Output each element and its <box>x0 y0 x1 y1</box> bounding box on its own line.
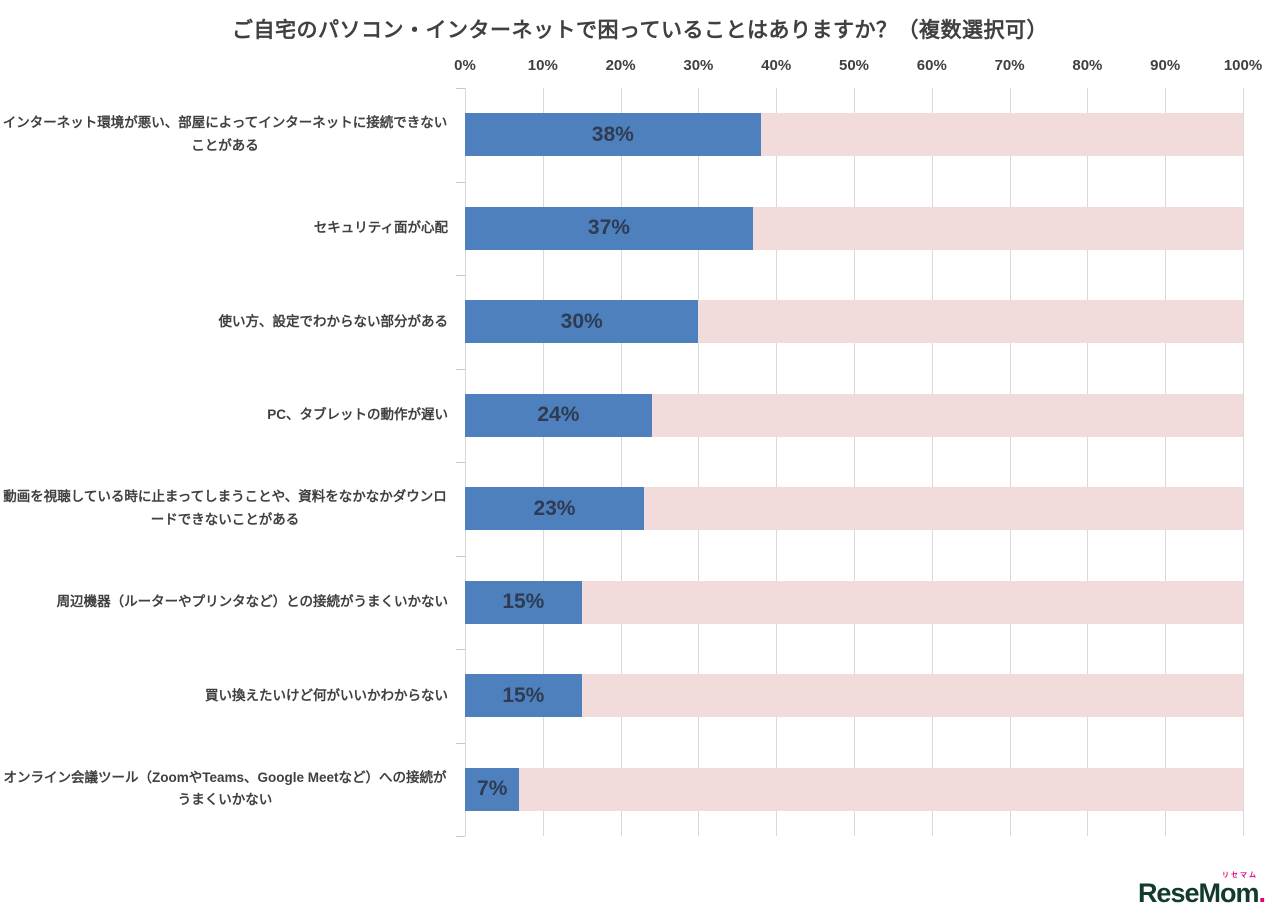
category-label-cell: 買い換えたいけど何がいいかわからない <box>0 649 456 743</box>
gridline <box>854 88 855 836</box>
category-label: インターネット環境が悪い、部屋によってインターネットに接続できないことがある <box>2 115 448 153</box>
logo-kana-text: リセマム <box>1222 872 1258 879</box>
x-axis-label: 0% <box>454 57 476 74</box>
bar-row: 38% <box>465 88 1243 182</box>
value-label: 24% <box>537 403 580 427</box>
value-label: 7% <box>477 777 508 801</box>
bar <box>465 487 644 531</box>
bar-track: 7% <box>465 767 1243 811</box>
bar-row: 7% <box>465 743 1243 837</box>
axis-tick <box>456 368 465 370</box>
bar-row: 23% <box>465 462 1243 556</box>
axis-tick <box>456 649 465 650</box>
bar <box>465 206 753 250</box>
x-axis-label: 80% <box>1072 57 1103 74</box>
value-label: 15% <box>502 590 545 614</box>
bar-row: 24% <box>465 369 1243 463</box>
bar-row: 15% <box>465 649 1243 743</box>
x-axis-label: 90% <box>1150 57 1181 74</box>
gridline <box>1087 88 1089 836</box>
axis-tick <box>456 555 465 557</box>
x-axis-label: 100% <box>1223 57 1263 74</box>
category-label: PC、タブレットの動作が遅い <box>267 407 448 423</box>
bar-track: 24% <box>465 393 1243 437</box>
category-label: 周辺機器（ルーターやプリンタなど）との接続がうまくいかない <box>56 594 448 610</box>
x-axis-label: 70% <box>994 57 1025 74</box>
x-axis-label: 10% <box>527 57 558 74</box>
x-axis-label: 60% <box>916 57 947 74</box>
bar <box>465 580 582 624</box>
bar-track: 38% <box>465 113 1243 157</box>
bar-track: 30% <box>465 300 1243 344</box>
bar <box>465 300 699 344</box>
gridline <box>1009 88 1011 836</box>
category-label-cell: インターネット環境が悪い、部屋によってインターネットに接続できないことがある <box>0 88 456 182</box>
x-axis-label: 50% <box>838 57 870 74</box>
bar <box>465 767 520 811</box>
category-label-cell: セキュリティ面が心配 <box>0 182 456 276</box>
category-label-cell: PC、タブレットの動作が遅い <box>0 369 456 463</box>
bar-row: 15% <box>465 556 1243 650</box>
value-label: 38% <box>591 122 634 146</box>
category-label: 買い換えたいけど何がいいかわからない <box>205 687 448 703</box>
resemom-logo: リセマム ReseMom. <box>1138 872 1266 907</box>
gridline <box>1165 88 1167 836</box>
category-label: セキュリティ面が心配 <box>313 220 448 236</box>
gridline <box>1243 88 1244 836</box>
category-label-cell: オンライン会議ツール（ZoomやTeams、Google Meetなど）への接続… <box>0 743 456 837</box>
category-label-cell: 動画を視聴している時に止まってしまうことや、資料をなかなかダウンロードできないこ… <box>0 462 456 556</box>
bar-track: 15% <box>465 580 1243 624</box>
axis-tick <box>456 275 465 276</box>
plot-area: 38% 37% 30% 24% 23% 15% 15% 7% <box>456 88 1244 837</box>
axis-tick <box>456 836 465 837</box>
gridline <box>698 88 700 836</box>
x-axis-label: 30% <box>683 57 714 74</box>
category-label: 動画を視聴している時に止まってしまうことや、資料をなかなかダウンロードできないこ… <box>3 489 447 527</box>
category-label-cell: 周辺機器（ルーターやプリンタなど）との接続がうまくいかない <box>0 556 456 650</box>
bar-row: 37% <box>465 182 1243 276</box>
value-label: 23% <box>533 496 576 520</box>
value-label: 15% <box>502 683 545 707</box>
logo-wordmark: ReseMom <box>1137 878 1260 908</box>
axis-tick <box>456 88 465 89</box>
logo-dot: . <box>1258 878 1266 908</box>
bar-row: 30% <box>465 275 1243 369</box>
axis-tick <box>456 181 465 183</box>
category-labels: インターネット環境が悪い、部屋によってインターネットに接続できないことがあるセキ… <box>0 88 456 836</box>
bar-rows: 38% 37% 30% 24% 23% 15% 15% 7% <box>465 88 1243 836</box>
bar <box>465 393 652 437</box>
category-label: 使い方、設定でわからない部分がある <box>218 313 449 329</box>
gridline <box>620 88 622 836</box>
x-axis-label: 20% <box>605 57 636 74</box>
x-axis-label: 40% <box>761 57 792 74</box>
category-label: オンライン会議ツール（ZoomやTeams、Google Meetなど）への接続… <box>3 769 447 808</box>
bar <box>465 113 761 157</box>
gridline <box>465 88 466 836</box>
axis-tick <box>456 742 465 744</box>
bar-track: 15% <box>465 674 1243 718</box>
gridline <box>776 88 778 836</box>
x-axis-labels: 0% 10% 20% 30% 40% 50% 60% 70% 80% 90% 100% <box>454 57 1262 79</box>
bar <box>465 674 582 718</box>
bar-track: 23% <box>465 487 1243 531</box>
category-label-cell: 使い方、設定でわからない部分がある <box>0 275 456 369</box>
axis-tick <box>456 462 465 463</box>
chart-title: ご自宅のパソコン・インターネットで困っていることはありますか？（複数選択可） <box>232 19 1048 42</box>
gridline <box>931 88 933 836</box>
value-label: 37% <box>587 216 630 240</box>
bar-track: 37% <box>465 206 1243 250</box>
gridline <box>542 88 544 836</box>
value-label: 30% <box>560 309 603 333</box>
